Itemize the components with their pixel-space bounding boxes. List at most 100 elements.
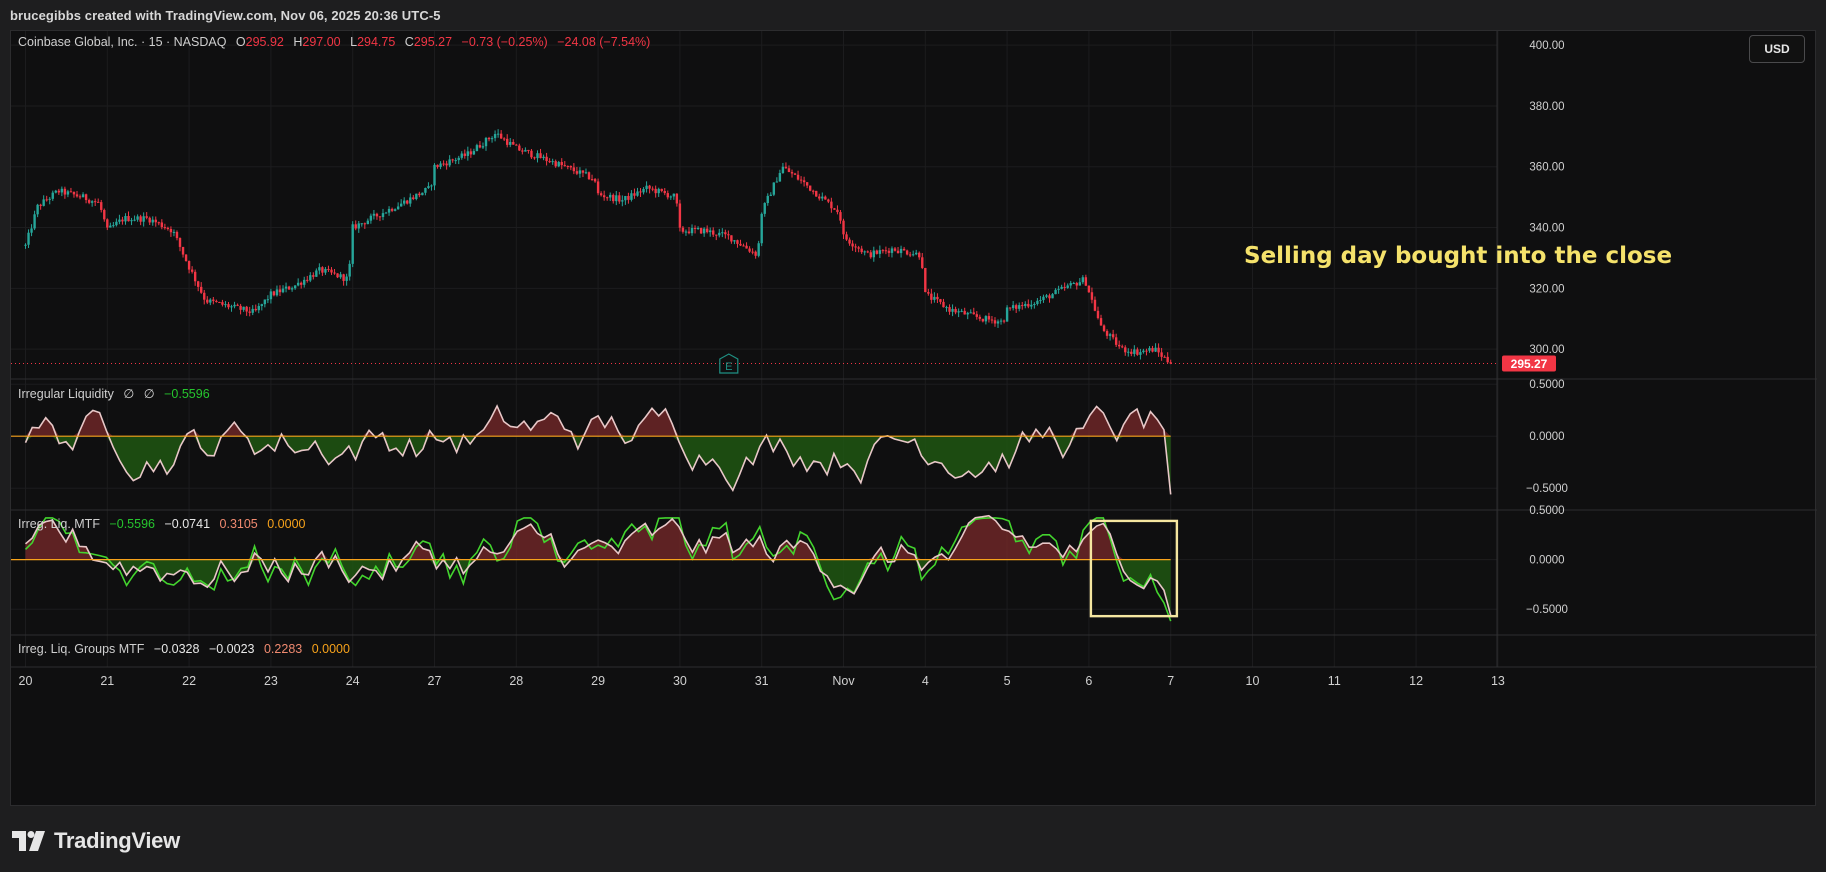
candle-body — [569, 165, 573, 168]
candle-body — [905, 250, 909, 255]
candle-body — [1142, 350, 1145, 353]
candle-body — [866, 251, 869, 253]
candle-body — [833, 208, 836, 210]
candle-body — [293, 285, 297, 289]
tradingview-logo[interactable]: TradingView — [12, 828, 180, 854]
candle-body — [936, 296, 939, 300]
candle-body — [442, 163, 445, 165]
candle-body — [187, 261, 191, 270]
close-value: 295.27 — [413, 35, 453, 49]
candle-body — [1033, 303, 1036, 305]
candle-body — [193, 271, 197, 282]
candle-body — [1096, 310, 1100, 319]
tradingview-logo-icon — [12, 831, 45, 851]
x-tick-label: Nov — [832, 674, 855, 688]
candle-body — [812, 190, 815, 192]
change-since-value: −24.08 (−7.54%) — [557, 35, 651, 49]
candle-body — [524, 149, 527, 152]
candle-body — [821, 196, 824, 199]
candle-body — [587, 172, 591, 180]
candle-body — [63, 188, 67, 195]
indicator-value-3: 0.3105 — [219, 517, 258, 531]
candle-body — [618, 195, 621, 202]
candle-body — [530, 150, 533, 158]
candle-body — [566, 165, 570, 167]
candle-body — [509, 141, 512, 145]
candle-body — [160, 222, 164, 228]
candle-body — [572, 167, 576, 172]
candle-body — [290, 288, 294, 290]
candle-body — [772, 182, 776, 195]
candle-body — [533, 157, 536, 159]
candle-body — [818, 196, 821, 199]
last-price-tag — [1502, 355, 1556, 372]
candle-body — [684, 231, 688, 233]
candle-body — [121, 219, 124, 222]
candle-body — [384, 212, 388, 214]
change-value: −0.73 (−0.25%) — [461, 35, 548, 49]
chart-credit: brucegibbs created with TradingView.com,… — [10, 8, 441, 23]
candle-body — [454, 160, 457, 162]
candle-body — [178, 238, 182, 247]
chart-canvas[interactable]: 20 21 22 23 24 27 28 29 30 31 Nov 4 5 6 7 10 11 12 13 400.0… — [11, 31, 1817, 807]
candle-body — [1108, 334, 1112, 336]
candle-body — [315, 270, 318, 277]
y-tick-label: 340.00 — [1529, 223, 1564, 235]
candle-body — [366, 220, 370, 225]
candle-body — [1039, 300, 1042, 302]
x-tick-label: 6 — [1085, 674, 1092, 688]
candle-body — [899, 248, 903, 254]
currency-button[interactable]: USD — [1749, 35, 1805, 63]
candle-body — [33, 214, 36, 229]
candle-body — [81, 194, 85, 198]
candle-body — [712, 230, 715, 235]
candle-body — [36, 204, 39, 215]
candle-body — [163, 227, 167, 229]
highlight-box — [1089, 519, 1179, 618]
close-label: C — [404, 35, 414, 49]
candle-body — [342, 274, 345, 281]
candle-body — [218, 301, 221, 303]
candle-body — [75, 194, 79, 197]
candle-body — [975, 314, 979, 317]
candle-body — [100, 202, 103, 210]
candle-body — [802, 180, 806, 183]
chart-area[interactable]: 20 21 22 23 24 27 28 29 30 31 Nov 4 5 6 7 10 11 12 13 400.0… — [10, 30, 1817, 807]
candle-body — [430, 185, 433, 187]
candle-body — [887, 250, 891, 253]
candle-body — [521, 150, 524, 152]
y-tick-label: 0.5000 — [1529, 505, 1564, 517]
candle-body — [90, 201, 94, 203]
candle-body — [990, 319, 994, 321]
candle-body — [836, 209, 839, 213]
candle-body — [784, 166, 788, 169]
candle-body — [1154, 347, 1157, 352]
candle-body — [399, 203, 403, 207]
candle-body — [151, 219, 154, 223]
candle-body — [769, 194, 772, 196]
candle-body — [127, 215, 130, 222]
candle-body — [596, 181, 600, 194]
candle-body — [309, 275, 312, 281]
candle-body — [1008, 307, 1012, 309]
earnings-marker — [719, 353, 739, 374]
candle-body — [263, 299, 267, 305]
candle-body — [445, 163, 448, 166]
candle-body — [451, 159, 454, 161]
candle-body — [487, 137, 491, 140]
candle-body — [1169, 362, 1172, 364]
x-tick-label: 28 — [509, 674, 523, 688]
candle-body — [427, 186, 430, 189]
candle-body — [575, 171, 579, 174]
candle-body — [963, 310, 966, 315]
candle-body — [148, 217, 151, 223]
indicator-name: Irreg. Liq. MTF — [18, 517, 100, 531]
candle-body — [1014, 305, 1018, 309]
candle-body — [751, 251, 754, 253]
candle-body — [721, 232, 724, 234]
candle-body — [978, 316, 982, 319]
candle-body — [1011, 305, 1015, 309]
y-tick-label: 300.00 — [1529, 344, 1564, 356]
candle-body — [1024, 303, 1027, 307]
candle-body — [502, 138, 506, 140]
